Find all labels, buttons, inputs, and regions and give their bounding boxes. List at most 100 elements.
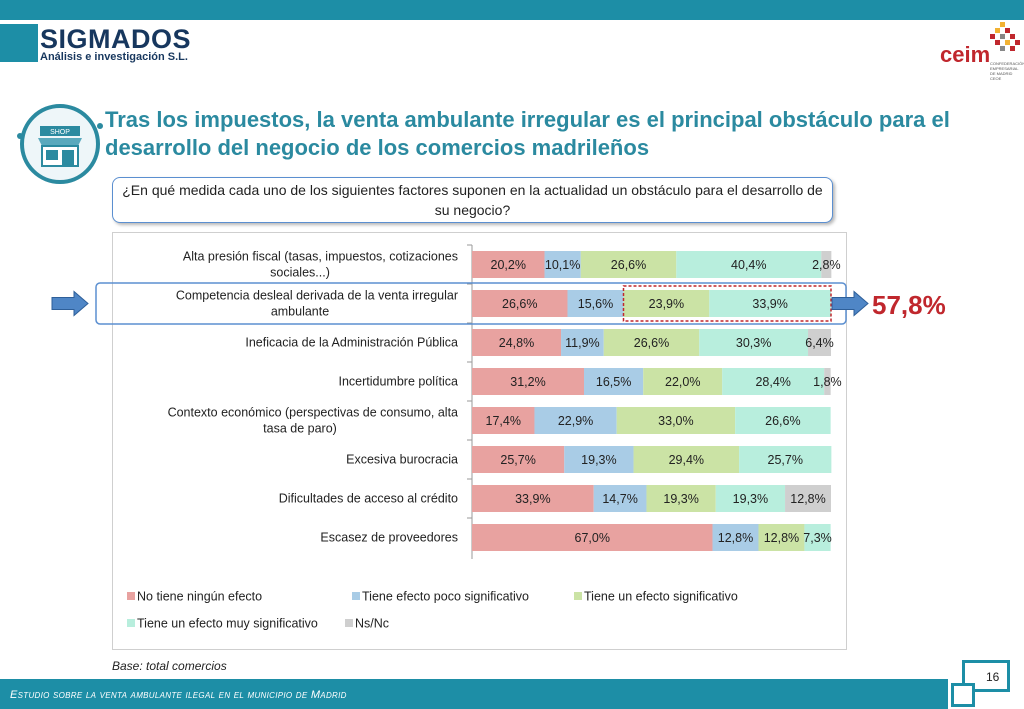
data-label: 26,6% <box>765 414 800 428</box>
bar-segment <box>646 485 716 512</box>
data-label: 22,9% <box>558 414 593 428</box>
bar-segment <box>633 446 740 473</box>
bar-segment <box>643 368 723 395</box>
bar-segment <box>544 251 581 278</box>
data-label: 33,0% <box>658 414 693 428</box>
bar-segment <box>623 290 710 317</box>
bar-segment <box>804 524 831 551</box>
legend-swatch <box>345 619 353 627</box>
data-label: 16,5% <box>596 375 631 389</box>
bar-segment <box>676 251 822 278</box>
bar-segment <box>567 290 624 317</box>
category-label: ambulante <box>271 305 329 319</box>
data-label: 26,6% <box>611 258 646 272</box>
survey-question-text: ¿En qué medida cada uno de los siguiente… <box>122 182 823 218</box>
bar-segment <box>739 446 832 473</box>
data-label: 17,4% <box>486 414 521 428</box>
data-label: 19,3% <box>581 453 616 467</box>
data-label: 30,3% <box>736 336 771 350</box>
data-label: 25,7% <box>500 453 535 467</box>
data-label: 28,4% <box>755 375 790 389</box>
bar-segment <box>584 368 644 395</box>
bar-segment <box>603 329 700 356</box>
bar-segment <box>472 290 568 317</box>
sigmados-logo: SIGMADOS <box>40 24 192 54</box>
data-label: 1,8% <box>813 375 842 389</box>
category-label: Escasez de proveedores <box>320 531 458 545</box>
category-label: Incertidumbre política <box>338 375 458 389</box>
sigmados-logo-mark <box>0 24 38 62</box>
data-label: 2,8% <box>812 258 841 272</box>
data-label: 40,4% <box>731 258 766 272</box>
footer-bar <box>0 679 948 709</box>
bar-segment <box>616 407 736 434</box>
category-label: Competencia desleal derivada de la venta… <box>176 289 458 303</box>
highlight-dashed-frame <box>622 285 832 322</box>
data-label: 31,2% <box>510 375 545 389</box>
sigmados-logo-subtitle: Análisis e investigación S.L. <box>40 51 188 63</box>
footer-title: Estudio sobre la venta ambulante ilegal … <box>10 689 347 701</box>
bar-segment <box>699 329 809 356</box>
legend-swatch <box>352 592 360 600</box>
data-label: 26,6% <box>502 297 537 311</box>
data-label: 33,9% <box>752 297 787 311</box>
bar-segment <box>472 329 562 356</box>
legend-swatch <box>127 619 135 627</box>
data-label: 6,4% <box>805 336 834 350</box>
ceim-subtext: CONFEDERACIÓN EMPRESARIAL DE MADRID CEOE <box>990 61 1024 81</box>
data-label: 12,8% <box>718 531 753 545</box>
data-label: 12,8% <box>764 531 799 545</box>
bar-segment <box>722 368 825 395</box>
category-label: Dificultades de acceso al crédito <box>279 492 458 506</box>
data-label: 15,6% <box>578 297 613 311</box>
page-title: Tras los impuestos, la venta ambulante i… <box>105 107 950 160</box>
bar-segment <box>715 485 786 512</box>
legend-label: No tiene ningún efecto <box>137 590 262 604</box>
legend-swatch <box>574 592 582 600</box>
bar-segment <box>472 524 713 551</box>
data-label: 29,4% <box>669 453 704 467</box>
category-label: Contexto económico (perspectivas de cons… <box>168 406 458 420</box>
legend-label: Tiene un efecto muy significativo <box>137 617 318 631</box>
legend-label: Tiene efecto poco significativo <box>362 590 529 604</box>
shop-icon: SHOP <box>17 104 103 184</box>
bar-segment <box>564 446 634 473</box>
bar-segment <box>709 290 831 317</box>
data-label: 11,9% <box>565 336 600 350</box>
bar-segment <box>758 524 805 551</box>
shop-sign-text: SHOP <box>50 129 70 136</box>
bar-segment <box>472 407 535 434</box>
data-label: 20,2% <box>491 258 526 272</box>
bar-segment <box>821 251 832 278</box>
bar-segment <box>785 485 831 512</box>
bar-segment <box>534 407 617 434</box>
page-number-decoration <box>951 683 975 707</box>
data-label: 12,8% <box>790 492 825 506</box>
page-number: 16 <box>986 670 1000 684</box>
bar-segment <box>735 407 831 434</box>
bar-segment <box>472 446 565 473</box>
bar-segment <box>712 524 759 551</box>
data-label: 10,1% <box>545 258 580 272</box>
right-arrow-icon <box>831 290 869 317</box>
category-label: tasa de paro) <box>263 422 337 436</box>
bar-segment <box>824 368 831 395</box>
legend-swatch <box>127 592 135 600</box>
data-label: 24,8% <box>499 336 534 350</box>
category-label: Ineficacia de la Administración Pública <box>245 336 458 350</box>
bar-segment <box>593 485 647 512</box>
ceim-logo-icon <box>990 22 1020 51</box>
category-label: Excesiva burocracia <box>346 453 458 467</box>
highlight-value: 57,8% <box>872 290 946 320</box>
data-label: 25,7% <box>768 453 803 467</box>
category-label: sociales...) <box>270 266 330 280</box>
data-label: 19,3% <box>663 492 698 506</box>
top-accent-bar <box>0 0 1024 20</box>
bar-segment <box>580 251 677 278</box>
data-label: 67,0% <box>575 531 610 545</box>
data-label: 19,3% <box>733 492 768 506</box>
legend-label: Ns/Nc <box>355 617 389 631</box>
bar-segment <box>472 368 585 395</box>
base-note: Base: total comercios <box>112 659 227 673</box>
